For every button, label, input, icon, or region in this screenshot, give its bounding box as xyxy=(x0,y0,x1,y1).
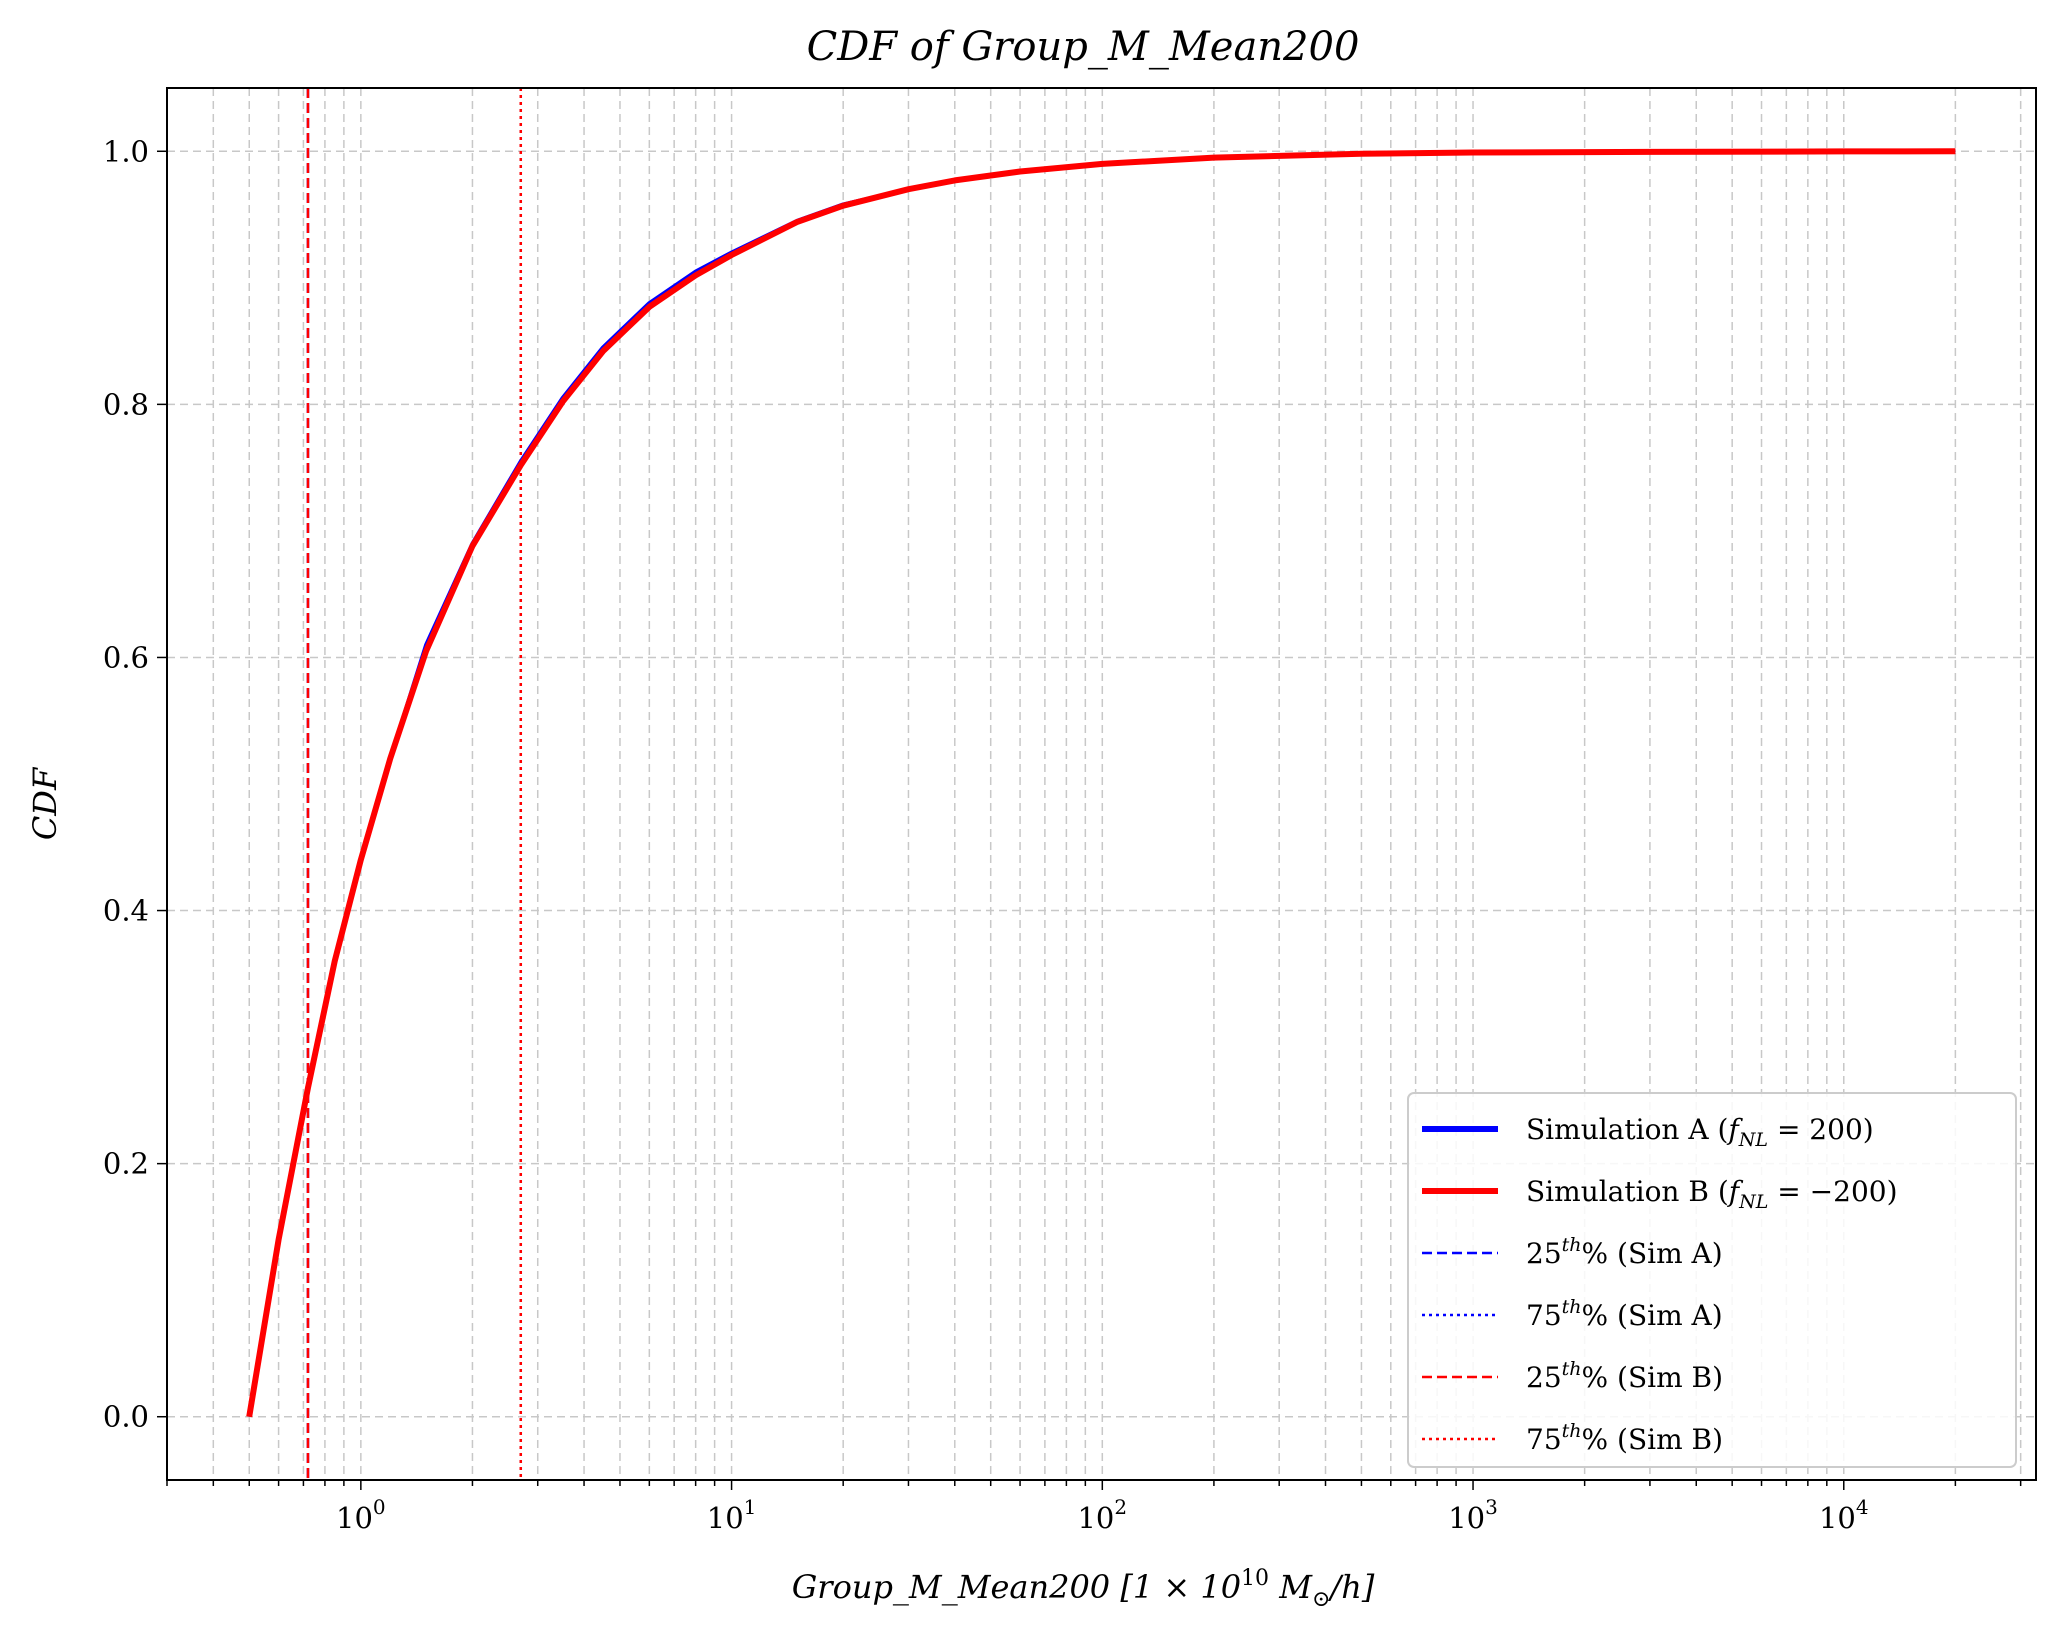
legend-label: Simulation B (fNL = −200) xyxy=(1526,1175,1898,1213)
x-tick-label: 103 xyxy=(1448,1495,1498,1535)
y-axis-label: CDF xyxy=(26,766,64,840)
x-tick-label: 104 xyxy=(1819,1495,1869,1535)
x-tick-label: 101 xyxy=(707,1495,757,1535)
series-line xyxy=(246,148,1956,1418)
legend-label: 25th% (Sim B) xyxy=(1526,1358,1723,1394)
legend-label: 25th% (Sim A) xyxy=(1526,1234,1723,1270)
x-tick-label: 100 xyxy=(336,1495,386,1535)
y-tick-label: 0.2 xyxy=(103,1147,149,1181)
y-tick-label: 0.0 xyxy=(103,1400,149,1434)
legend-label: Simulation A (fNL = 200) xyxy=(1526,1113,1874,1151)
axis-ticks: 0.0 0.2 0.4 0.6 0.8 1.0 100 101 102 103 104 xyxy=(103,134,2022,1535)
legend-label: 75th% (Sim A) xyxy=(1526,1296,1723,1332)
y-tick-label: 0.4 xyxy=(103,894,149,928)
y-tick-label: 0.6 xyxy=(103,640,149,674)
y-tick-label: 1.0 xyxy=(103,134,149,168)
legend: Simulation A (fNL = 200) Simulation B (fN… xyxy=(1407,1092,2017,1468)
legend-label: 75th% (Sim B) xyxy=(1526,1420,1723,1456)
legend-box xyxy=(1407,1092,2017,1468)
x-tick-label: 102 xyxy=(1077,1495,1127,1535)
axes-frame xyxy=(166,87,2037,1481)
series-lines xyxy=(246,148,1956,1418)
percentile-lines xyxy=(306,88,523,1480)
x-axis-label: Group_M_Mean200 [1 × 1010 M⊙/h] xyxy=(792,1566,1375,1612)
y-tick-label: 0.8 xyxy=(103,387,149,421)
chart-title: CDF of Group_M_Mean200 xyxy=(807,24,1360,70)
